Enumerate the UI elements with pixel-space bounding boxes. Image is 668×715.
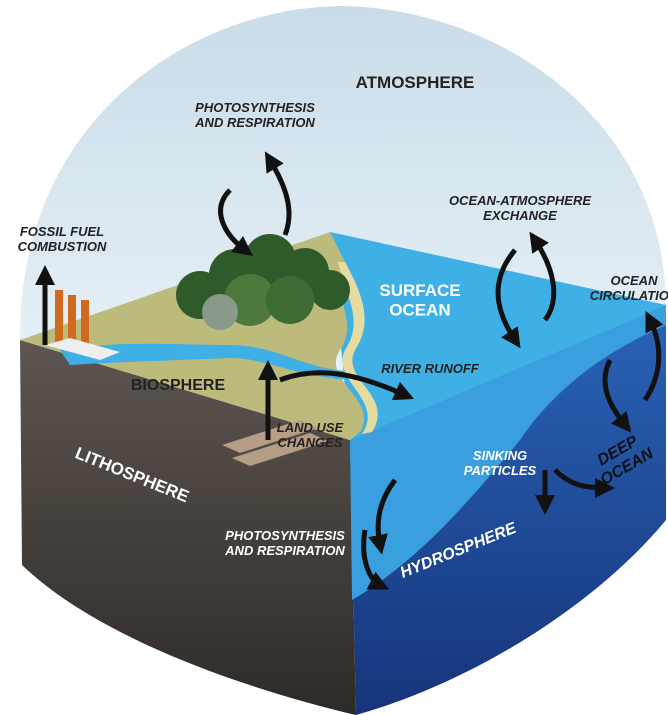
label: LAND USE CHANGES: [277, 420, 344, 450]
label: PHOTOSYNTHESIS AND RESPIRATION: [194, 100, 315, 130]
label: ATMOSPHERE: [356, 73, 475, 92]
arrows: [35, 151, 664, 590]
label: OCEAN-ATMOSPHERE EXCHANGE: [449, 193, 591, 223]
label: SINKING PARTICLES: [464, 448, 537, 478]
label-line: CHANGES: [277, 435, 342, 450]
label-line: FOSSIL FUEL: [20, 224, 104, 239]
label-line: PHOTOSYNTHESIS: [225, 528, 345, 543]
label-line: OCEAN-ATMOSPHERE: [449, 193, 591, 208]
label-line: PARTICLES: [464, 463, 537, 478]
label-line: EXCHANGE: [483, 208, 557, 223]
label-line: CIRCULATION: [590, 288, 668, 303]
label-line: RIVER RUNOFF: [381, 361, 480, 376]
label-line: SINKING: [473, 448, 527, 463]
label-line: SURFACE: [379, 281, 460, 300]
beach: [338, 262, 378, 434]
label-line: OCEAN: [611, 273, 659, 288]
label-line: ATMOSPHERE: [356, 73, 475, 92]
label-line: OCEAN: [389, 301, 450, 320]
river: [60, 343, 362, 380]
label: RIVER RUNOFF: [381, 361, 480, 376]
label-line: AND RESPIRATION: [224, 543, 345, 558]
label: SURFACE OCEAN: [379, 281, 460, 320]
forest: [176, 234, 350, 330]
label: OCEANCIRCULATION: [590, 273, 668, 303]
label-line: BIOSPHERE: [131, 377, 226, 394]
smokestacks: [45, 290, 120, 360]
label: PHOTOSYNTHESIS AND RESPIRATION: [224, 528, 345, 558]
label-line: LAND USE: [277, 420, 344, 435]
label: FOSSIL FUEL COMBUSTION: [18, 224, 107, 254]
label-line: AND RESPIRATION: [194, 115, 315, 130]
label: BIOSPHERE: [131, 377, 226, 394]
surface-ocean-layer: [350, 305, 666, 600]
label-line: PHOTOSYNTHESIS: [195, 100, 315, 115]
label-line: COMBUSTION: [18, 239, 107, 254]
